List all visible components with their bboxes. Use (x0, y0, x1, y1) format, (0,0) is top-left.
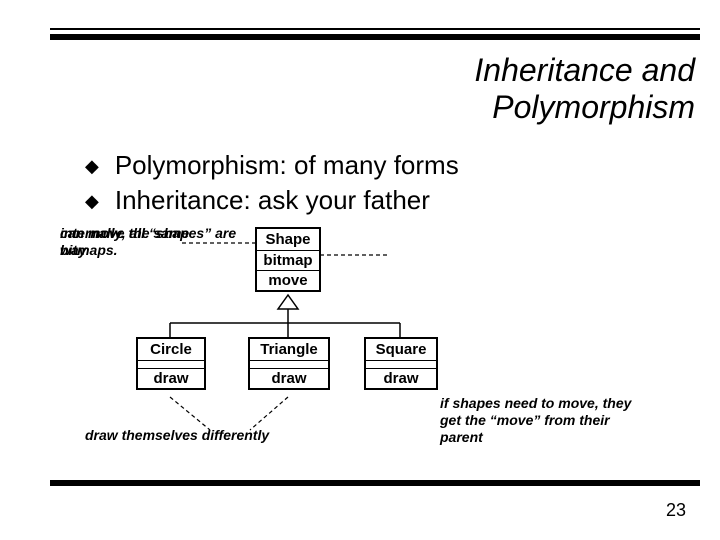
uml-class-triangle: Triangle draw (248, 337, 330, 390)
uml-name: Square (366, 339, 436, 361)
uml-attr: bitmap (257, 251, 319, 271)
uml-class-shape: Shape bitmap move (255, 227, 321, 292)
rule-footer (50, 480, 700, 486)
bullet-text: Inheritance: ask your father (115, 185, 430, 216)
uml-attr (138, 361, 204, 369)
title-line-2: Polymorphism (474, 89, 695, 126)
uml-attr (366, 361, 436, 369)
note-bottom-right: if shapes need to move, they get the “mo… (440, 395, 650, 445)
uml-name: Shape (257, 229, 319, 251)
bullet-item: ◆ Polymorphism: of many forms (85, 150, 459, 181)
uml-op: draw (138, 369, 204, 388)
uml-class-square: Square draw (364, 337, 438, 390)
bullet-item: ◆ Inheritance: ask your father (85, 185, 459, 216)
rule-thin (50, 28, 700, 30)
bullet-text: Polymorphism: of many forms (115, 150, 459, 181)
uml-op: draw (250, 369, 328, 388)
note-bottom-left: draw themselves differently (85, 427, 345, 444)
bullet-list: ◆ Polymorphism: of many forms ◆ Inherita… (85, 150, 459, 220)
page-number: 23 (666, 500, 686, 521)
title-line-1: Inheritance and (474, 52, 695, 89)
rule-thick (50, 34, 700, 40)
uml-attr (250, 361, 328, 369)
uml-class-circle: Circle draw (136, 337, 206, 390)
note-right: internally, all “shapes” are bitmaps. (60, 225, 270, 259)
slide-title: Inheritance and Polymorphism (474, 52, 695, 126)
uml-name: Circle (138, 339, 204, 361)
uml-name: Triangle (250, 339, 328, 361)
uml-op: draw (366, 369, 436, 388)
uml-op: move (257, 271, 319, 290)
bullet-icon: ◆ (85, 191, 99, 212)
uml-diagram: can move the same way internally, all “s… (60, 225, 660, 455)
bullet-icon: ◆ (85, 156, 99, 177)
